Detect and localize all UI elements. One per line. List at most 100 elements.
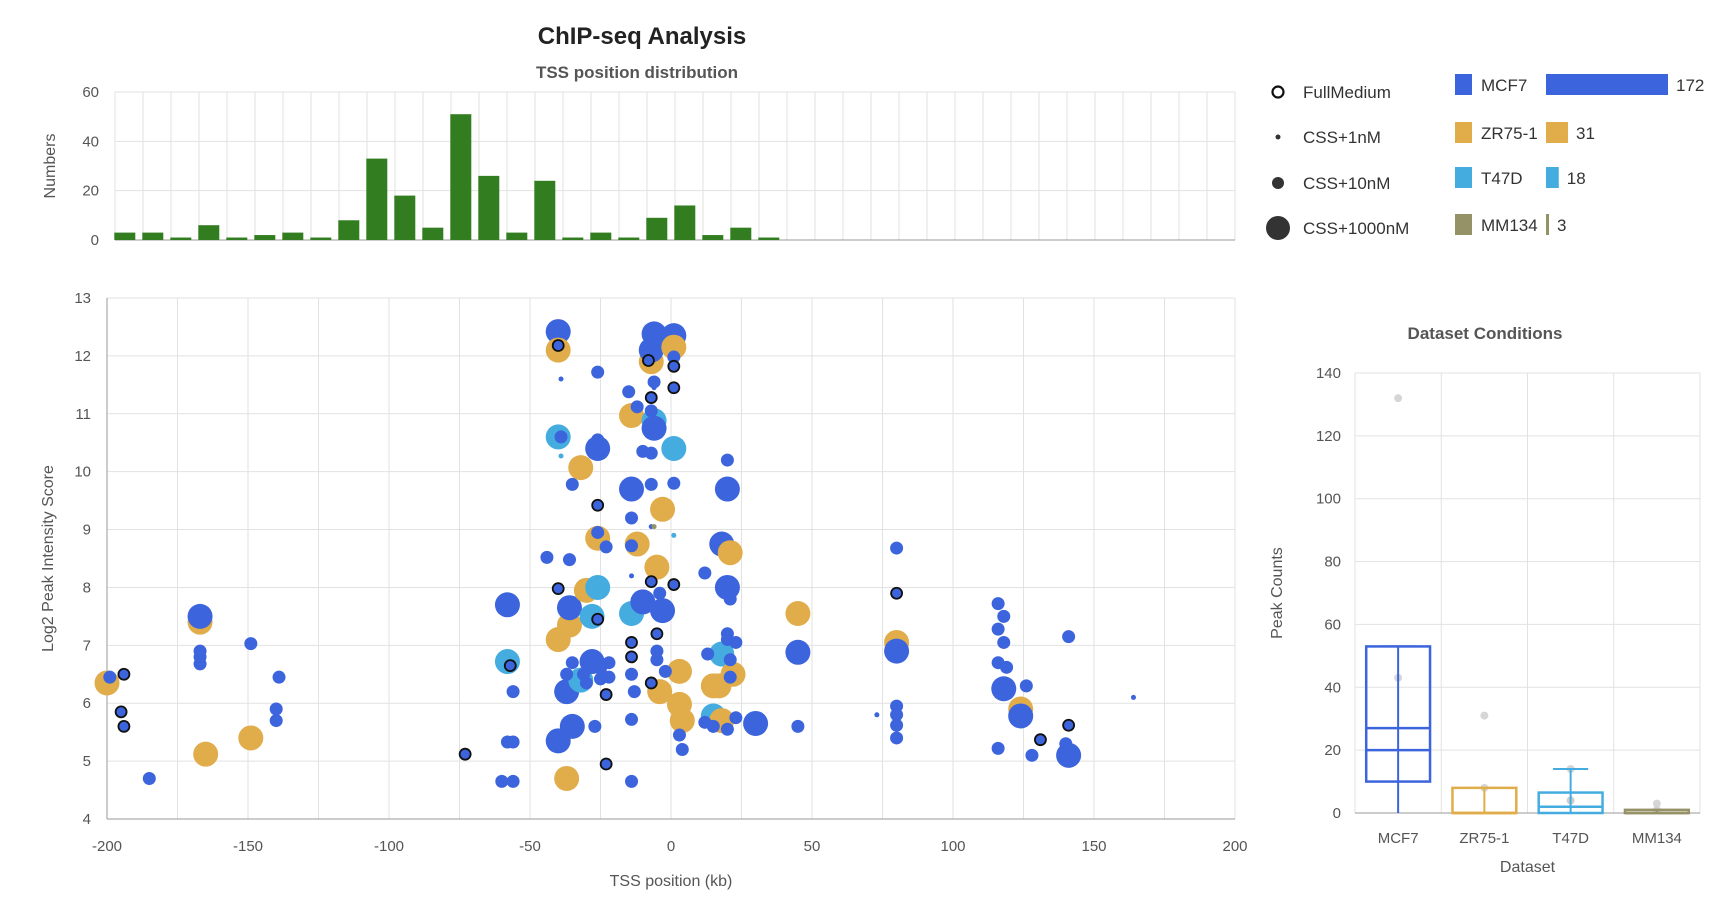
scatter-x-tick-label: 100 <box>940 838 965 855</box>
box-point <box>1480 711 1489 720</box>
scatter-point <box>625 511 639 525</box>
scatter-point <box>650 653 664 667</box>
scatter-y-tick-label: 4 <box>83 811 91 828</box>
scatter-x-tick-label: 0 <box>667 838 675 855</box>
scatter-point <box>717 540 743 566</box>
box-y-axis-label: Peak Counts <box>1269 547 1286 639</box>
scatter-point <box>644 554 670 580</box>
scatter-point <box>238 725 264 751</box>
scatter-point <box>114 705 128 719</box>
hist-bar <box>618 237 640 240</box>
hist-bar <box>562 237 584 240</box>
hist-bar <box>450 114 472 240</box>
scatter-point <box>591 365 605 379</box>
scatter-point <box>585 574 611 600</box>
scatter-point <box>672 728 686 742</box>
scatter-point <box>506 685 520 699</box>
scatter-point <box>667 350 681 364</box>
box-rect <box>1364 645 1432 783</box>
legend-size-marker <box>1275 134 1281 140</box>
scatter-point <box>667 476 681 490</box>
scatter-point <box>630 589 656 615</box>
scatter-y-tick-label: 9 <box>83 522 91 539</box>
scatter-point <box>669 708 695 734</box>
box-y-tick-label: 40 <box>1324 679 1341 696</box>
scatter-point <box>723 670 737 684</box>
hist-bar <box>114 232 136 240</box>
scatter-y-tick-label: 8 <box>83 579 91 596</box>
scatter-point <box>554 765 580 791</box>
scatter-y-tick-label: 10 <box>74 464 91 481</box>
scatter-point <box>658 664 672 678</box>
scatter-x-tick-label: -50 <box>519 838 541 855</box>
scatter-point <box>588 719 602 733</box>
scatter-point <box>602 670 616 684</box>
scatter-point <box>651 385 657 391</box>
scatter-x-tick-label: 200 <box>1222 838 1247 855</box>
scatter-point <box>641 415 667 441</box>
box-category-label: T47D <box>1552 830 1589 847</box>
box-y-tick-label: 0 <box>1333 805 1341 822</box>
histogram-title: TSS position distribution <box>536 63 738 82</box>
scatter-point <box>117 667 131 681</box>
scatter-x-tick-label: 150 <box>1081 838 1106 855</box>
scatter-point <box>625 539 639 553</box>
box-category-label: ZR75-1 <box>1459 830 1509 847</box>
scatter-point <box>562 553 576 567</box>
scatter-point <box>272 670 286 684</box>
hist-bar <box>170 237 192 240</box>
scatter-point <box>729 711 743 725</box>
scatter-point <box>193 741 219 767</box>
scatter-point <box>193 657 207 671</box>
condition-legend: FullMedium CSS+1nM CSS+10nM CSS+1000nM <box>1266 83 1409 240</box>
hist-bar <box>422 227 444 240</box>
scatter-point <box>667 359 681 373</box>
scatter-point <box>585 436 611 462</box>
hist-bar <box>394 195 416 240</box>
legend-dataset-count: 172 <box>1676 76 1704 95</box>
legend-dataset-swatch <box>1455 122 1472 143</box>
scatter-point <box>874 712 880 718</box>
scatter-point <box>551 582 565 596</box>
scatter-point <box>1019 679 1033 693</box>
scatter-panel: 4 5 6 7 8 9 10 11 12 13 -200 -150 -100 -50 0 50 100 150 20… <box>40 290 1248 890</box>
legend-size-marker <box>1266 216 1290 240</box>
box-y-tick-label: 140 <box>1316 365 1341 382</box>
scatter-point <box>890 708 904 722</box>
legend-size-marker <box>1272 177 1284 189</box>
scatter-point <box>568 455 594 481</box>
hist-bar <box>534 180 556 240</box>
scatter-point <box>625 712 639 726</box>
scatter-point <box>720 722 734 736</box>
scatter-point <box>142 771 156 785</box>
box-y-tick-label: 20 <box>1324 742 1341 759</box>
legend-dataset-label: T47D <box>1481 169 1523 188</box>
scatter-point <box>103 670 117 684</box>
scatter-point <box>117 719 131 733</box>
scatter-point <box>644 391 658 404</box>
scatter-point <box>666 658 692 684</box>
scatter-x-tick-label: 50 <box>804 838 821 855</box>
scatter-point <box>506 774 520 788</box>
boxplot-panel: 0 20 40 60 80 100 120 140 Dataset Peak Counts MCF7… <box>1269 365 1701 876</box>
hist-bar <box>590 232 612 240</box>
scatter-point <box>647 375 661 389</box>
scatter-point <box>503 659 517 672</box>
scatter-point <box>723 592 737 606</box>
scatter-point <box>890 731 904 745</box>
box-y-tick-label: 80 <box>1324 554 1341 571</box>
scatter-point <box>579 676 593 690</box>
scatter-point <box>558 453 564 459</box>
scatter-point <box>667 381 681 395</box>
scatter-point <box>545 319 571 345</box>
scatter-point <box>506 735 520 749</box>
scatter-point <box>591 498 605 512</box>
scatter-point <box>698 566 712 580</box>
scatter-point <box>244 637 258 651</box>
scatter-point <box>556 612 582 638</box>
scatter-point <box>642 354 655 367</box>
scatter-point <box>591 525 605 539</box>
legend-dataset-swatch <box>1455 74 1472 95</box>
scatter-point <box>650 496 676 522</box>
scatter-point <box>565 477 579 491</box>
